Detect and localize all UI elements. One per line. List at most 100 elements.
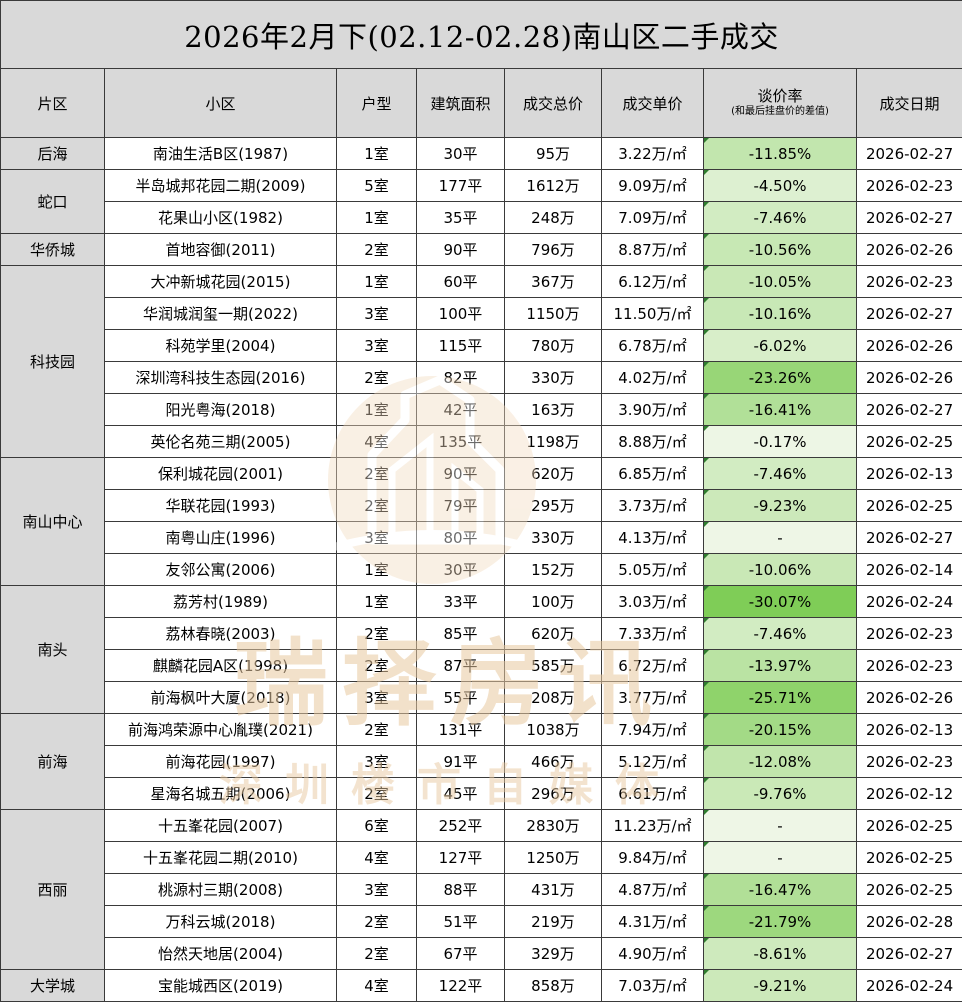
community-cell: 前海枫叶大厦(2018)	[104, 681, 337, 714]
layout-cell: 2室	[336, 489, 417, 522]
unit-price-cell: 6.12万/㎡	[601, 265, 704, 298]
area-cell: 177平	[416, 169, 505, 202]
bargain-rate-cell: -7.46%	[703, 201, 857, 234]
total-price-cell: 152万	[504, 553, 602, 586]
bargain-rate-cell: -10.56%	[703, 233, 857, 266]
table-row: 华润城润玺一期(2022) 3室 100平 1150万 11.50万/㎡ -10.16% 2…	[1, 297, 962, 330]
bargain-rate-cell: -12.08%	[703, 745, 857, 778]
date-cell: 2026-02-25	[855, 841, 962, 874]
layout-cell: 2室	[336, 617, 417, 650]
total-price-cell: 1198万	[504, 425, 602, 458]
community-cell: 荔林春晓(2003)	[104, 617, 337, 650]
unit-price-cell: 6.61万/㎡	[601, 777, 704, 810]
community-cell: 英伦名苑三期(2005)	[104, 425, 337, 458]
layout-cell: 6室	[336, 809, 417, 842]
layout-cell: 1室	[336, 585, 417, 618]
date-cell: 2026-02-27	[855, 393, 962, 426]
table-row: 前海花园(1997) 3室 91平 466万 5.12万/㎡ -12.08% 2026-02…	[1, 745, 962, 778]
layout-cell: 3室	[336, 297, 417, 330]
unit-price-cell: 5.05万/㎡	[601, 553, 704, 586]
layout-cell: 2室	[336, 361, 417, 394]
area-cell: 30平	[416, 553, 505, 586]
community-cell: 友邻公寓(2006)	[104, 553, 337, 586]
area-cell: 100平	[416, 297, 505, 330]
header-row: 片区 小区 户型 建筑面积 成交总价 成交单价 谈价率 (和最后挂盘价的差值) …	[0, 68, 962, 138]
area-cell: 82平	[416, 361, 505, 394]
date-cell: 2026-02-25	[855, 873, 962, 906]
community-cell: 十五峯花园(2007)	[104, 809, 337, 842]
total-price-cell: 163万	[504, 393, 602, 426]
area-cell: 30平	[416, 137, 505, 170]
header-community: 小区	[104, 68, 337, 138]
total-price-cell: 620万	[504, 457, 602, 490]
table-row: 南粤山庄(1996) 3室 80平 330万 4.13万/㎡ -2026-02-27	[1, 521, 962, 554]
unit-price-cell: 7.03万/㎡	[601, 969, 704, 1002]
layout-cell: 1室	[336, 393, 417, 426]
bargain-rate-cell: -9.21%	[703, 969, 857, 1002]
community-cell: 深圳湾科技生态园(2016)	[104, 361, 337, 394]
community-cell: 万科云城(2018)	[104, 905, 337, 938]
date-cell: 2026-02-24	[855, 969, 962, 1002]
community-cell: 南油生活B区(1987)	[104, 137, 337, 170]
total-price-cell: 329万	[504, 937, 602, 970]
district-cell: 华侨城	[0, 233, 105, 266]
date-cell: 2026-02-26	[855, 233, 962, 266]
header-bargain-rate: 谈价率 (和最后挂盘价的差值)	[703, 68, 857, 138]
bargain-rate-cell: -	[703, 841, 857, 874]
area-cell: 42平	[416, 393, 505, 426]
district-cell: 前海	[0, 713, 105, 810]
total-price-cell: 330万	[504, 361, 602, 394]
unit-price-cell: 3.22万/㎡	[601, 137, 704, 170]
table-row: 科苑学里(2004) 3室 115平 780万 6.78万/㎡ -6.02% 2026-02…	[1, 329, 962, 362]
area-cell: 33平	[416, 585, 505, 618]
area-cell: 85平	[416, 617, 505, 650]
date-cell: 2026-02-23	[855, 617, 962, 650]
district-cell: 西丽	[0, 809, 105, 970]
table-row: 科技园 大冲新城花园(2015) 1室 60平 367万 6.12万/㎡ -10.05% 20…	[0, 265, 962, 458]
layout-cell: 1室	[336, 553, 417, 586]
date-cell: 2026-02-23	[855, 265, 962, 298]
date-cell: 2026-02-27	[855, 521, 962, 554]
header-bargain-rate-title: 谈价率	[757, 87, 803, 105]
area-cell: 87平	[416, 649, 505, 682]
area-cell: 115平	[416, 329, 505, 362]
table-row: 南头 荔芳村(1989) 1室 33平 100万 3.03万/㎡ -30.07% 2026-0…	[0, 585, 962, 714]
community-cell: 宝能城西区(2019)	[104, 969, 337, 1002]
community-cell: 科苑学里(2004)	[104, 329, 337, 362]
table-row: 蛇口 半岛城邦花园二期(2009) 5室 177平 1612万 9.09万/㎡ -4.50%…	[0, 169, 962, 234]
unit-price-cell: 3.90万/㎡	[601, 393, 704, 426]
date-cell: 2026-02-25	[855, 425, 962, 458]
district-cell: 大学城	[0, 969, 105, 1002]
date-cell: 2026-02-27	[855, 201, 962, 234]
bargain-rate-cell: -10.05%	[703, 265, 857, 298]
layout-cell: 3室	[336, 681, 417, 714]
total-price-cell: 1250万	[504, 841, 602, 874]
unit-price-cell: 3.77万/㎡	[601, 681, 704, 714]
total-price-cell: 780万	[504, 329, 602, 362]
bargain-rate-cell: -4.50%	[703, 169, 857, 202]
table-row: 深圳湾科技生态园(2016) 2室 82平 330万 4.02万/㎡ -23.26% 202…	[1, 361, 962, 394]
area-cell: 67平	[416, 937, 505, 970]
bargain-rate-cell: -0.17%	[703, 425, 857, 458]
community-cell: 花果山小区(1982)	[104, 201, 337, 234]
bargain-rate-cell: -8.61%	[703, 937, 857, 970]
layout-cell: 3室	[336, 329, 417, 362]
layout-cell: 2室	[336, 649, 417, 682]
area-cell: 252平	[416, 809, 505, 842]
district-cell: 南山中心	[0, 457, 105, 586]
date-cell: 2026-02-14	[855, 553, 962, 586]
unit-price-cell: 8.87万/㎡	[601, 233, 704, 266]
layout-cell: 4室	[336, 425, 417, 458]
bargain-rate-cell: -30.07%	[703, 585, 857, 618]
area-cell: 131平	[416, 713, 505, 746]
area-cell: 79平	[416, 489, 505, 522]
total-price-cell: 585万	[504, 649, 602, 682]
area-cell: 35平	[416, 201, 505, 234]
bargain-rate-cell: -21.79%	[703, 905, 857, 938]
community-cell: 桃源村三期(2008)	[104, 873, 337, 906]
community-cell: 荔芳村(1989)	[104, 585, 337, 618]
header-total-price: 成交总价	[504, 68, 602, 138]
community-cell: 麒麟花园A区(1998)	[104, 649, 337, 682]
